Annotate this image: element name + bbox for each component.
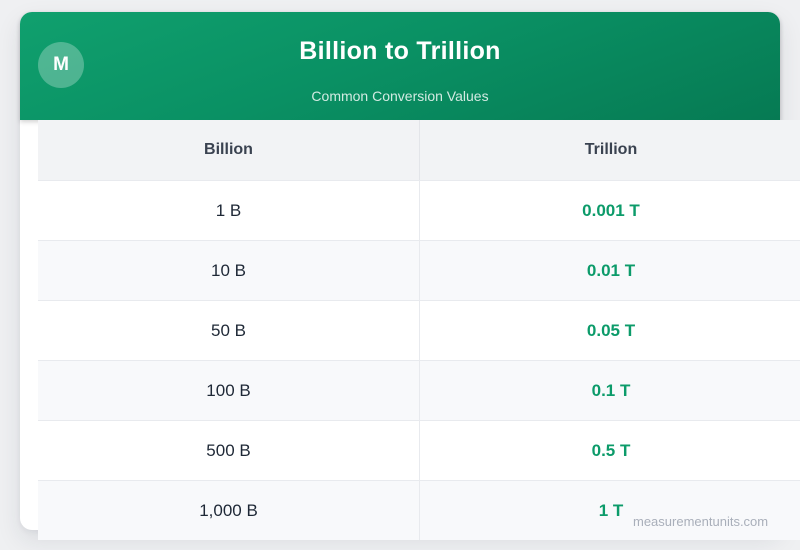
table-row: 1,000 B 1 T — [38, 480, 800, 540]
brand-logo: M — [38, 42, 84, 88]
column-header-trillion: Trillion — [584, 141, 638, 158]
trillion-value: 0.001 T — [582, 200, 640, 220]
billion-value: 500 B — [38, 421, 420, 480]
table-row: 50 B 0.05 T — [38, 300, 800, 360]
billion-value: 1 B — [38, 181, 420, 240]
conversion-table: Billion Trillion 1 B 0.001 T 10 B 0.01 T… — [38, 120, 800, 540]
billion-value: 1,000 B — [38, 481, 420, 540]
table-row: 100 B 0.1 T — [38, 360, 800, 420]
billion-value: 10 B — [38, 241, 420, 300]
trillion-value: 1 T — [598, 500, 624, 520]
card-header: M Billion to Trillion Common Conversion … — [20, 12, 780, 120]
table-row: 1 B 0.001 T — [38, 180, 800, 240]
column-header-billion: Billion — [38, 120, 420, 180]
billion-value: 100 B — [38, 361, 420, 420]
billion-value: 50 B — [38, 301, 420, 360]
page-subtitle: Common Conversion Values — [311, 88, 489, 104]
trillion-value: 0.5 T — [591, 440, 631, 460]
table-row: 500 B 0.5 T — [38, 420, 800, 480]
trillion-value: 0.01 T — [586, 260, 636, 280]
page-title: Billion to Trillion — [299, 37, 501, 65]
trillion-value: 0.05 T — [586, 320, 636, 340]
watermark-text: measurementunits.com — [633, 514, 769, 529]
trillion-value: 0.1 T — [591, 380, 631, 400]
table-header-row: Billion Trillion — [38, 120, 800, 180]
brand-logo-letter: M — [53, 54, 69, 75]
table-row: 10 B 0.01 T — [38, 240, 800, 300]
